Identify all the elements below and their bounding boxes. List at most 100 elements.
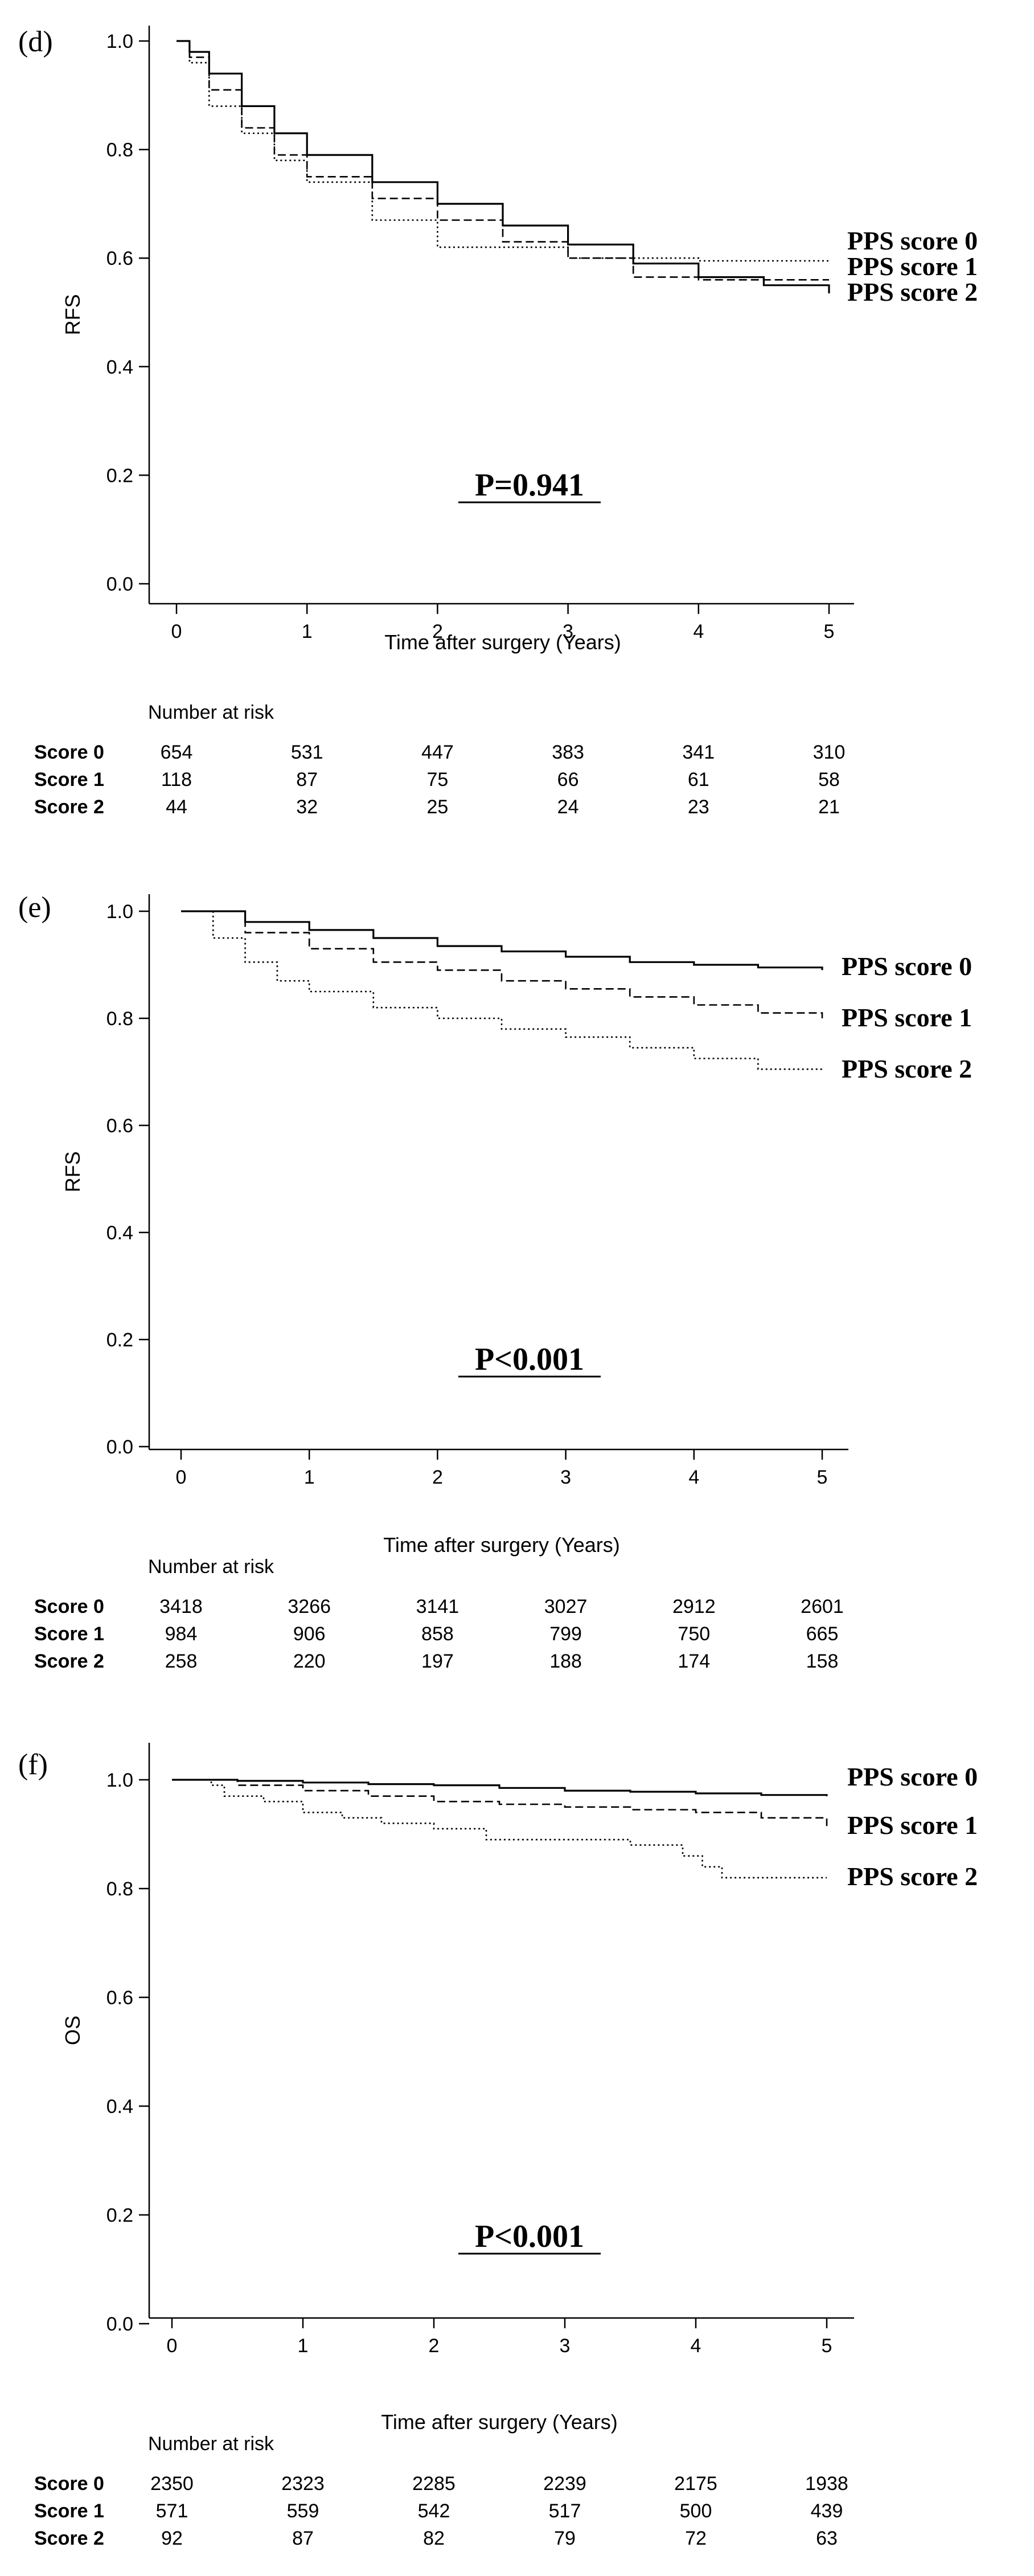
risk-value: 25 xyxy=(426,796,448,818)
legend-label-score-1: PPS score 1 xyxy=(847,252,978,281)
x-tick-label: 1 xyxy=(302,621,313,642)
risk-table-title: Number at risk xyxy=(148,1556,274,1578)
y-axis-title: OS xyxy=(61,2016,84,2045)
panel-label: (e) xyxy=(18,891,51,924)
risk-value: 188 xyxy=(549,1651,582,1672)
risk-value: 2239 xyxy=(543,2473,586,2495)
panel-label: (d) xyxy=(18,26,53,58)
risk-value: 2285 xyxy=(412,2473,456,2495)
survival-curve-score-2 xyxy=(181,910,823,1072)
y-tick-label: 0.6 xyxy=(106,1115,133,1137)
risk-value: 447 xyxy=(421,742,454,763)
risk-value: 3418 xyxy=(159,1596,203,1617)
risk-value: 24 xyxy=(557,796,579,818)
risk-value: 341 xyxy=(682,742,715,763)
x-tick-label: 0 xyxy=(167,2335,178,2357)
x-tick-label: 2 xyxy=(429,2335,440,2357)
risk-value: 197 xyxy=(421,1651,454,1672)
legend-label-score-1: PPS score 1 xyxy=(847,1811,978,1840)
risk-value: 63 xyxy=(816,2528,838,2549)
risk-value: 61 xyxy=(688,769,709,791)
y-tick-label: 0.0 xyxy=(106,2313,133,2335)
x-tick-label: 0 xyxy=(176,1467,187,1488)
risk-value: 750 xyxy=(678,1623,710,1645)
risk-value: 82 xyxy=(423,2528,445,2549)
risk-value: 310 xyxy=(813,742,846,763)
p-value: P<0.001 xyxy=(475,2219,584,2254)
x-tick-label: 4 xyxy=(693,621,704,642)
legend-label-score-2: PPS score 2 xyxy=(842,1054,972,1083)
y-tick-label: 0.6 xyxy=(106,1987,133,2009)
x-tick-label: 0 xyxy=(171,621,182,642)
survival-curve-score-1 xyxy=(172,1779,828,1826)
panel-label: (f) xyxy=(18,1748,48,1781)
risk-row-label: Score 2 xyxy=(34,2528,104,2549)
km-panel-2: (e) 0.0 0.2 0.4 0.6 0.8 1.0 0 1 2 3 4 5 RFS Time after… xyxy=(18,891,972,1672)
x-tick-label: 1 xyxy=(298,2335,309,2357)
y-tick-label: 1.0 xyxy=(106,31,133,52)
risk-value: 220 xyxy=(293,1651,326,1672)
risk-value: 118 xyxy=(161,769,192,791)
risk-value: 2350 xyxy=(150,2473,194,2495)
legend-label-score-2: PPS score 2 xyxy=(847,1862,978,1891)
y-tick-label: 0.4 xyxy=(106,2096,133,2118)
risk-value: 858 xyxy=(421,1623,454,1645)
km-panel-3: (f) 0.0 0.2 0.4 0.6 0.8 1.0 0 1 2 3 4 5 OS Time after … xyxy=(18,1743,978,2549)
y-tick-label: 0.4 xyxy=(106,357,133,378)
risk-value: 87 xyxy=(292,2528,314,2549)
legend-label-score-0: PPS score 0 xyxy=(842,952,972,981)
survival-curve-score-1 xyxy=(177,40,829,281)
risk-row-label: Score 2 xyxy=(34,796,104,818)
risk-value: 174 xyxy=(678,1651,710,1672)
survival-curve-score-0 xyxy=(172,1779,828,1796)
risk-table-title: Number at risk xyxy=(148,2433,274,2455)
risk-value: 500 xyxy=(680,2500,712,2522)
risk-value: 72 xyxy=(685,2528,707,2549)
risk-value: 665 xyxy=(806,1623,839,1645)
x-tick-label: 3 xyxy=(560,1467,571,1488)
y-axis-title: RFS xyxy=(61,294,84,335)
risk-value: 517 xyxy=(549,2500,581,2522)
risk-value: 2323 xyxy=(281,2473,325,2495)
risk-value: 654 xyxy=(161,742,193,763)
x-axis-title: Time after surgery (Years) xyxy=(381,2410,617,2434)
y-tick-label: 0.8 xyxy=(106,1878,133,1900)
risk-value: 3027 xyxy=(544,1596,588,1617)
legend-label-score-2: PPS score 2 xyxy=(847,277,978,306)
risk-value: 58 xyxy=(818,769,840,791)
risk-value: 66 xyxy=(557,769,579,791)
x-tick-label: 4 xyxy=(691,2335,701,2357)
risk-value: 439 xyxy=(811,2500,843,2522)
risk-row-label: Score 2 xyxy=(34,1651,104,1672)
risk-value: 44 xyxy=(166,796,187,818)
risk-value: 258 xyxy=(165,1651,198,1672)
x-tick-label: 2 xyxy=(432,621,443,642)
y-tick-label: 0.0 xyxy=(106,1436,133,1458)
legend-label-score-0: PPS score 0 xyxy=(847,226,978,255)
risk-table-title: Number at risk xyxy=(148,702,274,723)
risk-row-label: Score 1 xyxy=(34,1623,104,1645)
risk-value: 1938 xyxy=(805,2473,848,2495)
y-tick-label: 1.0 xyxy=(106,1770,133,1791)
risk-value: 559 xyxy=(287,2500,319,2522)
risk-value: 75 xyxy=(426,769,448,791)
y-tick-label: 0.2 xyxy=(106,1329,133,1351)
y-tick-label: 0.2 xyxy=(106,465,133,486)
risk-value: 383 xyxy=(552,742,584,763)
y-tick-label: 0.2 xyxy=(106,2205,133,2226)
risk-value: 2912 xyxy=(672,1596,716,1617)
risk-value: 799 xyxy=(549,1623,582,1645)
x-tick-label: 5 xyxy=(817,1467,828,1488)
y-tick-label: 0.0 xyxy=(106,574,133,595)
legend-label-score-0: PPS score 0 xyxy=(847,1762,978,1791)
risk-value: 2601 xyxy=(801,1596,844,1617)
risk-row-label: Score 0 xyxy=(34,2473,104,2495)
risk-value: 21 xyxy=(818,796,840,818)
risk-value: 158 xyxy=(806,1651,839,1672)
risk-value: 3141 xyxy=(416,1596,459,1617)
p-value: P<0.001 xyxy=(475,1342,584,1377)
risk-value: 542 xyxy=(418,2500,450,2522)
survival-curve-score-2 xyxy=(177,40,829,262)
